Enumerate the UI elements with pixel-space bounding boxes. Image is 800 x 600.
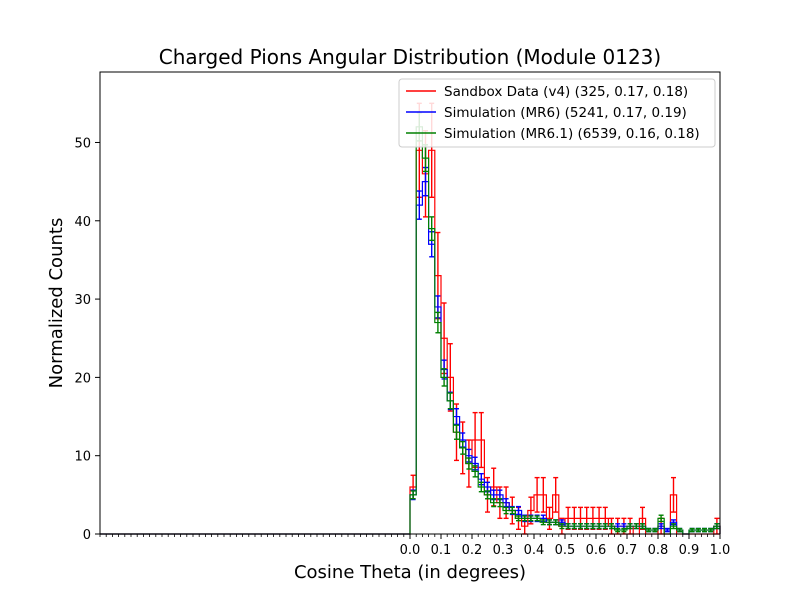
series-3-error-bar — [540, 519, 546, 526]
series-3-error-bar — [454, 424, 459, 440]
series-3-error-bar — [503, 506, 509, 515]
series-3-error-bar — [646, 527, 652, 533]
series-3-error-bar — [509, 506, 515, 515]
y-tick-label: 40 — [74, 215, 91, 230]
series-3-error-bar — [565, 523, 571, 530]
series-2-error-bar — [503, 498, 509, 508]
legend: Sandbox Data (v4) (325, 0.17, 0.18) Simul… — [398, 78, 716, 148]
series-3-error-bar — [708, 527, 714, 533]
series-1-error-bar — [534, 476, 540, 513]
series-3-error-bar — [472, 465, 478, 478]
series-3-error-bar — [547, 519, 552, 526]
series-1-error-bar — [540, 476, 546, 513]
legend-label: Simulation (MR6) (5241, 0.17, 0.19) — [444, 105, 687, 121]
series-3-error-bar — [497, 498, 503, 508]
series-1-histogram-line — [100, 149, 721, 535]
series-3-error-bar — [410, 490, 416, 500]
series-3-error-bar — [534, 515, 540, 522]
series-3-error-bar — [590, 523, 596, 530]
chart-title: Charged Pions Angular Distribution (Modu… — [159, 45, 661, 69]
series-3-error-bar — [559, 523, 565, 530]
series-3-error-bar — [460, 440, 466, 455]
y-tick-label: 50 — [74, 136, 91, 151]
y-axis-label: Normalized Counts — [46, 218, 67, 389]
x-tick-label: 0.8 — [648, 543, 669, 558]
legend-label: Sandbox Data (v4) (325, 0.17, 0.18) — [444, 84, 688, 100]
x-tick-label: 0.7 — [617, 543, 638, 558]
series-3-error-bar — [658, 514, 664, 523]
series-2-error-bar — [416, 190, 422, 220]
series-2-histogram-line — [100, 181, 721, 535]
series-3-error-bar — [584, 523, 590, 530]
series-3-error-bar — [478, 481, 484, 493]
series-3-error-bar — [640, 523, 645, 530]
series-2-error-bar — [658, 523, 664, 530]
series-2-error-bar — [516, 505, 521, 516]
y-tick-label: 30 — [74, 293, 91, 308]
series-1-error-bar — [553, 476, 559, 513]
legend-item: Sandbox Data (v4) (325, 0.17, 0.18) — [406, 84, 688, 100]
series-3-error-bar — [714, 523, 720, 530]
series-2-error-bar — [454, 408, 459, 426]
series-3-error-bar — [602, 523, 608, 530]
plot-area — [99, 71, 721, 535]
series-3-error-bar — [677, 527, 683, 533]
series-3-error-bar — [553, 519, 559, 526]
x-tick-label: 0.9 — [679, 543, 700, 558]
series-3-error-bar — [466, 457, 472, 470]
series-3-error-bar — [689, 527, 695, 533]
series-3-error-bar — [571, 523, 577, 530]
x-tick-label: 0.2 — [462, 543, 483, 558]
legend-item: Simulation (MR6) (5241, 0.17, 0.19) — [406, 105, 687, 121]
x-axis-label: Cosine Theta (in degrees) — [294, 562, 526, 583]
y-tick-label: 20 — [74, 371, 91, 386]
series-3-error-bar — [633, 523, 639, 530]
series-3-histogram-line — [100, 126, 721, 535]
series-3-error-bar — [485, 490, 490, 500]
legend-item: Simulation (MR6.1) (6539, 0.16, 0.18) — [406, 126, 700, 142]
x-tick-label: 0.6 — [586, 543, 607, 558]
series-3-error-bar — [615, 527, 621, 533]
series-3-error-bar — [609, 523, 614, 530]
series-3-error-bar — [441, 368, 447, 387]
series-3-error-bar — [652, 527, 658, 533]
series-1-error-bar — [547, 506, 552, 531]
series-3-error-bar — [578, 523, 583, 530]
series-3-error-bar — [695, 527, 701, 533]
series-3-error-bar — [621, 527, 627, 533]
legend-label: Simulation (MR6.1) (6539, 0.16, 0.18) — [444, 126, 700, 142]
x-tick-label: 0.5 — [555, 543, 576, 558]
series-3-error-bar — [528, 515, 534, 522]
series-3-error-bar — [447, 392, 453, 410]
series-3-error-bar — [429, 216, 435, 242]
x-axis: 0.0 0.1 0.2 0.3 0.4 0.5 0.6 0.7 0.8 0.9 1.0 — [99, 534, 731, 558]
y-tick-label: 10 — [74, 450, 91, 465]
series-3-error-bar — [435, 311, 441, 334]
x-tick-label: 0.3 — [493, 543, 514, 558]
y-axis: 0 10 20 30 40 50 — [74, 136, 100, 543]
series-2-error-bar — [664, 527, 670, 533]
series-3-error-bar — [702, 527, 707, 533]
series-3-error-bar — [596, 523, 602, 530]
x-tick-label: 0.4 — [524, 543, 545, 558]
x-tick-label: 0.1 — [431, 543, 452, 558]
series-3-error-bar — [491, 498, 497, 508]
series-3-error-bar — [627, 523, 633, 530]
series-3-error-bar — [522, 515, 528, 522]
x-tick-label: 1.0 — [710, 543, 731, 558]
legend-box — [398, 78, 716, 148]
x-tick-label: 0.0 — [400, 543, 421, 558]
series-3-error-bar — [671, 523, 676, 530]
series-1-error-bar — [671, 476, 676, 513]
series-1-error-bar — [478, 411, 484, 469]
y-tick-label: 0 — [83, 528, 91, 543]
series-3-error-bar — [516, 515, 521, 522]
